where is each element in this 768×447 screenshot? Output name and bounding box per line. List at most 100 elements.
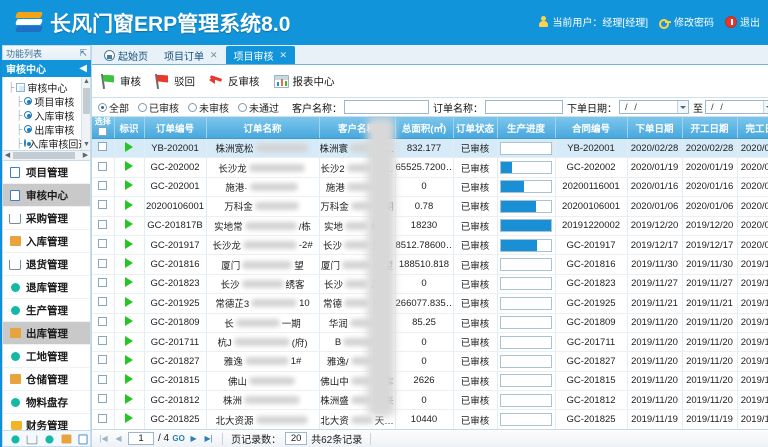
row-checkbox[interactable] [98,239,108,249]
grid-header-area[interactable]: 总面积(㎡) [395,117,454,139]
radio-3[interactable]: 未通过 [238,100,279,115]
tree-scroll-thumb[interactable] [83,88,90,114]
row-checkbox[interactable] [98,180,108,190]
tree-vertical-scrollbar[interactable]: ▲ ▼ [81,77,90,150]
go-page-button[interactable]: GO [172,434,185,443]
next-page-button[interactable]: ▶ [190,434,197,443]
row-checkbox[interactable] [98,355,108,365]
row-checkbox[interactable] [98,161,108,171]
tree-scroll-up-icon[interactable]: ▲ [83,78,90,85]
sidebar-item-7[interactable]: 出库管理 [3,322,90,345]
table-row[interactable]: GC-201827雅逸1#雅逸/2#0已审核GC-2018272019/11/2… [92,351,768,372]
table-row[interactable]: GC-201711 杭J (府) B 0 已审核 GC-201711 2019/11/20 20… [92,332,768,353]
sidebar-item-11[interactable]: 财务管理 [3,414,90,430]
sidebar-item-0[interactable]: 项目管理 [3,161,90,184]
table-row[interactable]: GC-201809长一期华润期85.25已审核GC-2018092019/11/… [92,313,768,333]
list-icon[interactable] [78,433,89,444]
select-all-checkbox[interactable] [98,127,108,136]
tree-horizontal-scrollbar[interactable]: ◀ ▶ [2,151,91,161]
printer-icon[interactable] [61,433,72,444]
tree-node-3[interactable]: ├ 出库审核 [6,122,88,137]
row-checkbox[interactable] [98,258,108,268]
sidebar-item-1[interactable]: 审核中心 [3,184,90,207]
grid-header-start_date[interactable]: 开工日期 [682,117,738,139]
tree-hscroll-thumb[interactable] [13,152,75,159]
tab-0[interactable]: 起始页 [96,46,156,64]
row-checkbox[interactable] [98,200,108,210]
row-checkbox[interactable] [98,374,108,384]
table-row[interactable]: GC-201812株洲株洲盛未来0已审核GC-2018122019/11/202… [92,390,768,411]
sidebar-item-4[interactable]: 退货管理 [3,253,90,276]
close-icon[interactable]: ✕ [210,50,218,60]
order-date-to-dropdown-icon[interactable] [763,101,768,113]
tree-scroll-down-icon[interactable]: ▼ [83,141,90,148]
toolbar-button-0[interactable]: 审核 [100,73,141,89]
radio-2[interactable]: 未审核 [188,100,229,115]
pen-icon[interactable] [44,433,55,444]
sidebar-item-3[interactable]: 入库管理 [3,230,90,253]
sidebar-item-10[interactable]: 物料盘存 [3,391,90,414]
tree-hscroll-left-icon[interactable]: ◀ [4,152,11,159]
table-row[interactable]: GC-201917长沙龙-2#长沙天…8512.78600…已审核GC-2019… [92,235,768,256]
logout-button[interactable]: 退出 [725,14,760,29]
tree-hscroll-right-icon[interactable]: ▶ [82,152,89,159]
order-date-from-dropdown-icon[interactable] [677,101,688,113]
sidebar-item-5[interactable]: 退库管理 [3,276,90,299]
page-size-input[interactable]: 20 [285,432,308,445]
order-date-from-input[interactable]: / / [619,100,689,114]
table-row[interactable]: GC-201925常德芷310常德享…266077.835…已审核GC-2019… [92,293,768,314]
tab-2[interactable]: 项目审核 ✕ [225,46,296,64]
grid-header-order_date[interactable]: 下单日期 [627,117,683,139]
tree-node-0[interactable]: ├ 审核中心 [6,80,88,95]
pin-icon[interactable]: ⇱ [79,47,87,58]
row-checkbox[interactable] [98,336,108,346]
toolbar-button-3[interactable]: 报表中心 [273,74,335,89]
customer-name-input[interactable] [344,100,429,114]
table-row[interactable]: GC-201823长沙绣客长沙乙…0已审核GC-2018232019/11/27… [92,274,768,295]
row-checkbox[interactable] [98,413,108,423]
tree-node-2[interactable]: ├ 入库审核 [6,108,88,123]
row-checkbox[interactable] [98,142,108,152]
grid-header-order_no[interactable]: 订单编号 [144,117,207,139]
grid-header-status[interactable]: 订单状态 [453,117,498,139]
table-row[interactable]: GC-201815佛山佛山中巴库2626已审核GC-2018152019/11/… [92,371,768,392]
dot-icon[interactable] [10,433,21,444]
grid-header-flag[interactable]: 标识 [114,117,145,139]
sidebar-item-6[interactable]: 生产管理 [3,299,90,322]
grid-header-progress[interactable]: 生产进度 [497,117,556,139]
grid-header-select[interactable]: 选择 [92,117,115,139]
table-row[interactable]: YB-202001株洲宽松株洲寰是…832.177已审核YB-202001202… [92,138,768,159]
table-row[interactable]: GC-201817B实地常/栋实地栋…18230已审核2019122000220… [92,216,768,236]
change-password-button[interactable]: 修改密码 [659,14,714,29]
row-checkbox[interactable] [98,394,108,404]
row-checkbox[interactable] [98,277,108,287]
toolbar-button-2[interactable]: 反审核 [209,74,260,89]
grid-header-finish_date[interactable]: 完工日期 [737,117,768,139]
grid-header-order_name[interactable]: 订单名称 [206,117,320,139]
table-row[interactable]: GC-201825 北大资源 北大资 天… 10440 已审核 GC-201825 2019/… [92,409,768,429]
row-checkbox[interactable] [98,219,108,229]
table-row[interactable]: GC-202002长沙龙长沙2是…65525.7200…已审核GC-202002… [92,157,768,178]
sidebar-item-9[interactable]: 仓储管理 [3,368,90,391]
last-page-button[interactable]: ▶| [204,434,213,443]
row-checkbox[interactable] [98,297,108,307]
tree-node-1[interactable]: ├ 项目审核 [6,94,88,109]
order-name-input[interactable] [485,100,563,114]
tab-1[interactable]: 项目订单 ✕ [156,46,226,64]
close-icon[interactable]: ✕ [279,50,288,60]
grid-header-contract_no[interactable]: 合同编号 [555,117,628,139]
row-checkbox[interactable] [98,316,108,326]
collapse-icon[interactable]: ◀ [79,63,87,74]
prev-page-button[interactable]: ◀ [115,434,122,443]
table-row[interactable]: GC-202001施港·施港墙0已审核202001160012020/01/16… [92,177,768,198]
sidebar-item-2[interactable]: 采购管理 [3,207,90,230]
radio-1[interactable]: 已审核 [138,100,179,115]
cart-icon[interactable] [26,433,38,444]
tree-node-4[interactable]: ├ 入库审核回退 [6,136,88,150]
first-page-button[interactable]: |◀ [99,434,108,443]
page-number-input[interactable]: 1 [128,432,154,445]
table-row[interactable]: 20200106001万科金万科金一期0.78已审核20200106001202… [92,196,768,217]
sidebar-item-8[interactable]: 工地管理 [3,345,90,368]
radio-0[interactable]: 全部 [98,100,129,115]
toolbar-button-1[interactable]: 驳回 [154,73,195,89]
